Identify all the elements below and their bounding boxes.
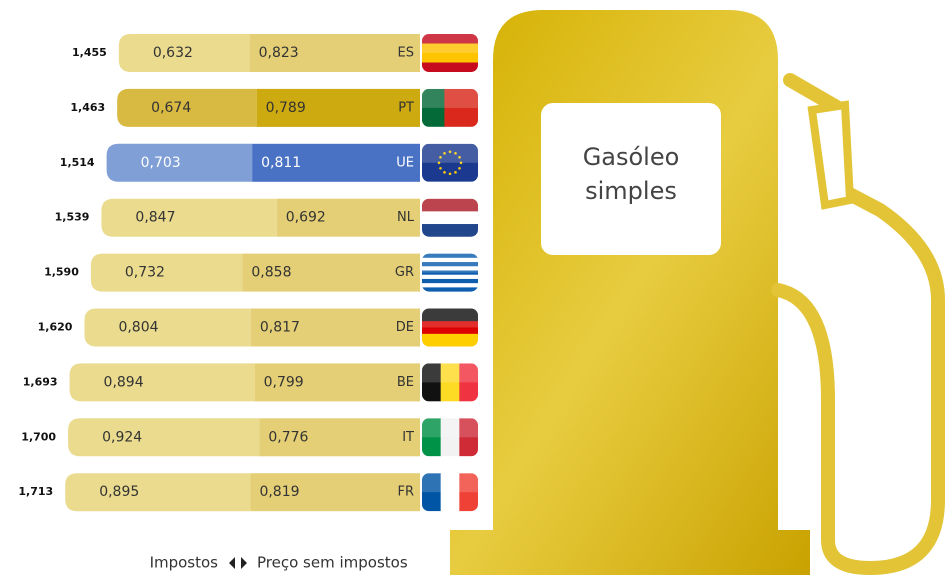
flag: [422, 363, 479, 401]
value-label: 0,703: [141, 155, 181, 171]
bar-segment: [68, 418, 259, 456]
flag: [422, 89, 479, 127]
flag-gloss: [422, 363, 478, 382]
flag-body: [422, 254, 478, 293]
flag: [422, 199, 478, 238]
total-label: 1,463: [70, 101, 105, 114]
flag-body: [422, 473, 479, 511]
category-label: GR: [395, 265, 414, 280]
value-label: 0,858: [251, 265, 291, 281]
flag-stripe: [422, 63, 478, 73]
total-label: 1,620: [38, 321, 73, 334]
flag-gloss: [422, 309, 478, 328]
fuel-pump: [450, 10, 938, 575]
category-label: ES: [398, 46, 414, 61]
flag-gloss: [422, 34, 478, 53]
bar-segment: [91, 254, 243, 292]
bar-segment: [101, 199, 276, 237]
total-label: 1,693: [23, 375, 58, 388]
value-label: 0,894: [104, 374, 144, 390]
category-label: BE: [397, 375, 414, 390]
category-label: NL: [397, 210, 415, 225]
flag-gloss: [422, 199, 478, 218]
flag-star: [458, 167, 461, 170]
value-label: 0,789: [266, 100, 306, 116]
total-label: 1,713: [18, 485, 53, 498]
value-label: 0,817: [260, 320, 300, 336]
value-label: 0,895: [99, 484, 139, 500]
flag-body: [422, 309, 478, 348]
bar-segment: [70, 363, 255, 401]
flag-gloss: [422, 473, 478, 492]
flag-stripe: [422, 283, 478, 288]
value-label: 0,732: [125, 265, 165, 281]
value-label: 0,819: [259, 484, 299, 500]
category-label: UE: [396, 155, 414, 170]
value-label: 0,674: [151, 100, 191, 116]
infographic: Impostos Preço sem impostos 1,455 0,632 0,…: [0, 0, 945, 575]
total-label: 1,590: [44, 266, 79, 279]
bar-segment: [84, 309, 250, 347]
flag-star: [454, 171, 457, 174]
category-label: PT: [398, 100, 414, 115]
total-label: 1,700: [21, 430, 56, 443]
total-label: 1,539: [55, 211, 90, 224]
category-label: FR: [397, 485, 414, 500]
flag-stripe: [422, 224, 478, 237]
flag-stripe: [422, 53, 478, 63]
value-label: 0,692: [286, 210, 326, 226]
flag-stripe: [422, 287, 478, 292]
flag-gloss: [422, 89, 478, 108]
value-label: 0,804: [118, 320, 158, 336]
flag-body: [422, 89, 479, 127]
legend-label: Preço sem impostos: [257, 554, 408, 572]
value-label: 0,924: [102, 429, 142, 445]
value-label: 0,632: [153, 45, 193, 61]
value-label: 0,823: [259, 45, 299, 61]
legend: Impostos Preço sem impostos: [150, 554, 408, 572]
flag-stripe: [422, 279, 478, 284]
flag-star: [449, 173, 452, 176]
total-label: 1,514: [60, 156, 95, 169]
flag-body: [422, 144, 478, 182]
value-label: 0,776: [268, 429, 308, 445]
value-label: 0,811: [261, 155, 301, 171]
value-label: 0,847: [135, 210, 175, 226]
flag: [422, 144, 478, 182]
flag-stripe: [422, 275, 478, 280]
flag-gloss: [422, 418, 478, 437]
flag: [422, 473, 479, 511]
category-label: IT: [402, 430, 414, 445]
flag-body: [422, 418, 479, 456]
flag-gloss: [422, 254, 478, 273]
chart: Impostos Preço sem impostos 1,455 0,632 0,…: [0, 0, 945, 575]
value-label: 0,799: [264, 374, 304, 390]
flag: [422, 309, 478, 348]
flag-stripe: [422, 334, 478, 347]
flag: [422, 34, 478, 73]
flag-body: [422, 363, 479, 401]
total-label: 1,455: [72, 46, 107, 59]
flag-body: [422, 34, 478, 73]
pump-label: Gasóleo simples: [541, 140, 721, 208]
flag: [422, 254, 478, 293]
flag-body: [422, 199, 478, 238]
flag: [422, 418, 479, 456]
legend-label: Impostos: [150, 554, 219, 572]
flag-star: [439, 167, 442, 170]
bar-segment: [65, 473, 250, 511]
category-label: DE: [396, 320, 414, 335]
flag-star: [443, 171, 446, 174]
flag-gloss: [422, 144, 478, 163]
